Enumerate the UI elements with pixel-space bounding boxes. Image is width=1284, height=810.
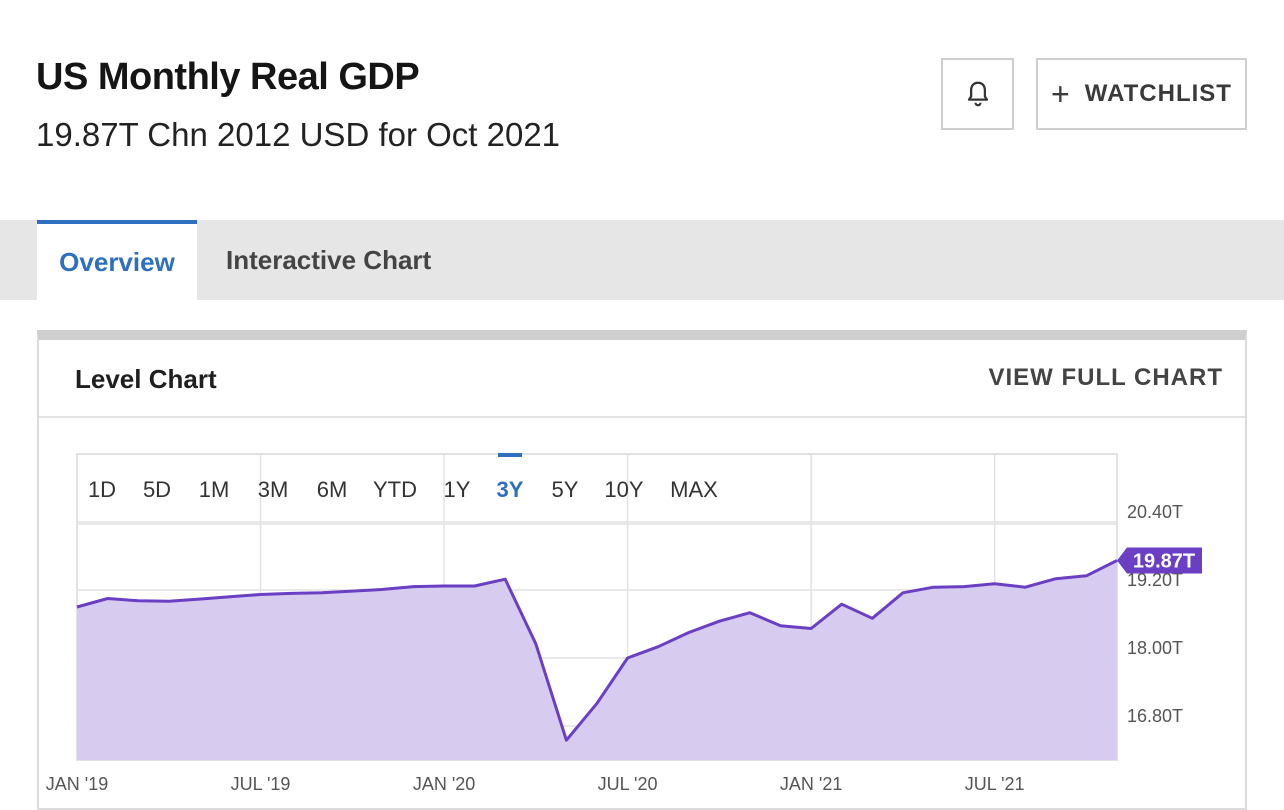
data-point [534,642,538,646]
data-point [656,645,660,649]
range-3y[interactable]: 3Y [497,477,524,502]
series-area [77,560,1117,760]
data-point [473,584,477,588]
range-5y[interactable]: 5Y [552,477,579,502]
range-10y[interactable]: 10Y [604,477,643,502]
data-point [411,585,415,589]
x-tick-label: JUL '21 [965,774,1025,794]
x-tick-label: JUL '20 [598,774,658,794]
view-full-chart-link[interactable]: VIEW FULL CHART [988,364,1223,391]
watchlist-button[interactable]: + WATCHLIST [1036,58,1247,130]
y-tick-label: 16.80T [1127,706,1183,726]
data-point [106,597,110,601]
data-point [1084,574,1088,578]
data-point [167,599,171,603]
tab-overview[interactable]: Overview [37,220,197,300]
plus-icon: + [1051,76,1071,112]
range-1d[interactable]: 1D [88,477,116,502]
range-active-indicator [498,453,522,457]
data-point [931,585,935,589]
series-line [76,559,1118,742]
data-point [748,611,752,615]
data-point [840,602,844,606]
card-header: Level Chart VIEW FULL CHART [39,340,1245,418]
watchlist-label: WATCHLIST [1084,80,1232,107]
data-point [901,591,905,595]
range-5d[interactable]: 5D [143,477,171,502]
range-max[interactable]: MAX [670,477,718,502]
data-point [136,599,140,603]
y-tick-label: 19.20T [1127,570,1183,590]
data-point [809,627,813,631]
range-3m[interactable]: 3M [258,477,289,502]
data-point [1023,585,1027,589]
alert-button[interactable] [941,58,1014,130]
tab-bar: Overview Interactive Chart [0,220,1284,300]
data-point [870,616,874,620]
card-title: Level Chart [75,364,217,394]
data-point [228,595,232,599]
y-tick-label: 20.40T [1127,502,1183,522]
data-point [779,624,783,628]
data-point [595,701,599,705]
data-point [75,605,79,609]
x-tick-label: JUL '19 [231,774,291,794]
data-point [197,597,201,601]
data-point [962,585,966,589]
last-value-badge [1117,547,1202,574]
x-tick-label: JAN '20 [413,774,475,794]
range-1y[interactable]: 1Y [444,477,471,502]
tab-interactive-chart[interactable]: Interactive Chart [226,244,432,275]
data-point [687,631,691,635]
data-point [626,656,630,660]
x-tick-label: JAN '21 [780,774,842,794]
data-point [381,587,385,591]
data-point [289,591,293,595]
y-tick-label: 18.00T [1127,638,1183,658]
bell-icon [967,81,988,107]
data-point [564,738,568,742]
data-point [350,589,354,593]
data-point [1054,577,1058,581]
page-subtitle: 19.87T Chn 2012 USD for Oct 2021 [36,116,561,153]
last-value-label: 19.87T [1133,551,1195,573]
range-ytd[interactable]: YTD [373,477,417,502]
data-point [320,591,324,595]
range-1m[interactable]: 1M [199,477,230,502]
page-title: US Monthly Real GDP [36,56,420,98]
data-point [259,593,263,597]
range-6m[interactable]: 6M [317,477,348,502]
data-point [993,582,997,586]
data-point [717,619,721,623]
data-point [503,577,507,581]
data-point [442,584,446,588]
x-tick-label: JAN '19 [46,774,108,794]
